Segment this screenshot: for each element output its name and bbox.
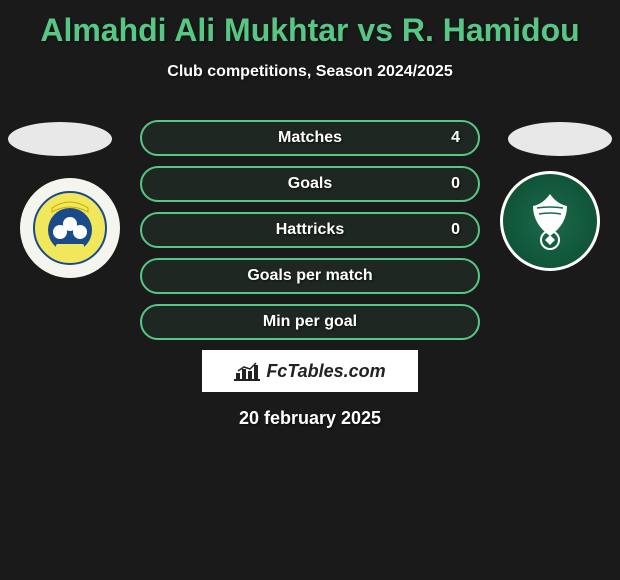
- club-badge-right: [500, 171, 600, 271]
- stat-row-hattricks: Hattricks 0: [140, 212, 480, 248]
- stat-label: Goals per match: [247, 267, 372, 285]
- brand-text: FcTables.com: [266, 361, 385, 382]
- chart-icon: [234, 361, 260, 381]
- page-title: Almahdi Ali Mukhtar vs R. Hamidou: [0, 0, 620, 49]
- stat-row-matches: Matches 4: [140, 120, 480, 156]
- player-avatar-right: [508, 122, 612, 156]
- stat-label: Hattricks: [276, 221, 344, 239]
- stat-row-min-per-goal: Min per goal: [140, 304, 480, 340]
- club-badge-left: [20, 178, 120, 278]
- stat-label: Min per goal: [263, 313, 357, 331]
- club-crest-left: [32, 190, 108, 266]
- stat-value: 0: [451, 175, 460, 193]
- player-avatar-left: [8, 122, 112, 156]
- club-crest-right: [515, 186, 585, 256]
- stat-label: Goals: [288, 175, 332, 193]
- brand-box[interactable]: FcTables.com: [202, 350, 418, 392]
- stat-value: 4: [451, 129, 460, 147]
- stat-label: Matches: [278, 129, 342, 147]
- stats-container: Matches 4 Goals 0 Hattricks 0 Goals per …: [140, 120, 480, 429]
- stat-value: 0: [451, 221, 460, 239]
- subtitle: Club competitions, Season 2024/2025: [0, 63, 620, 81]
- date-text: 20 february 2025: [140, 408, 480, 429]
- stat-row-goals: Goals 0: [140, 166, 480, 202]
- stat-row-goals-per-match: Goals per match: [140, 258, 480, 294]
